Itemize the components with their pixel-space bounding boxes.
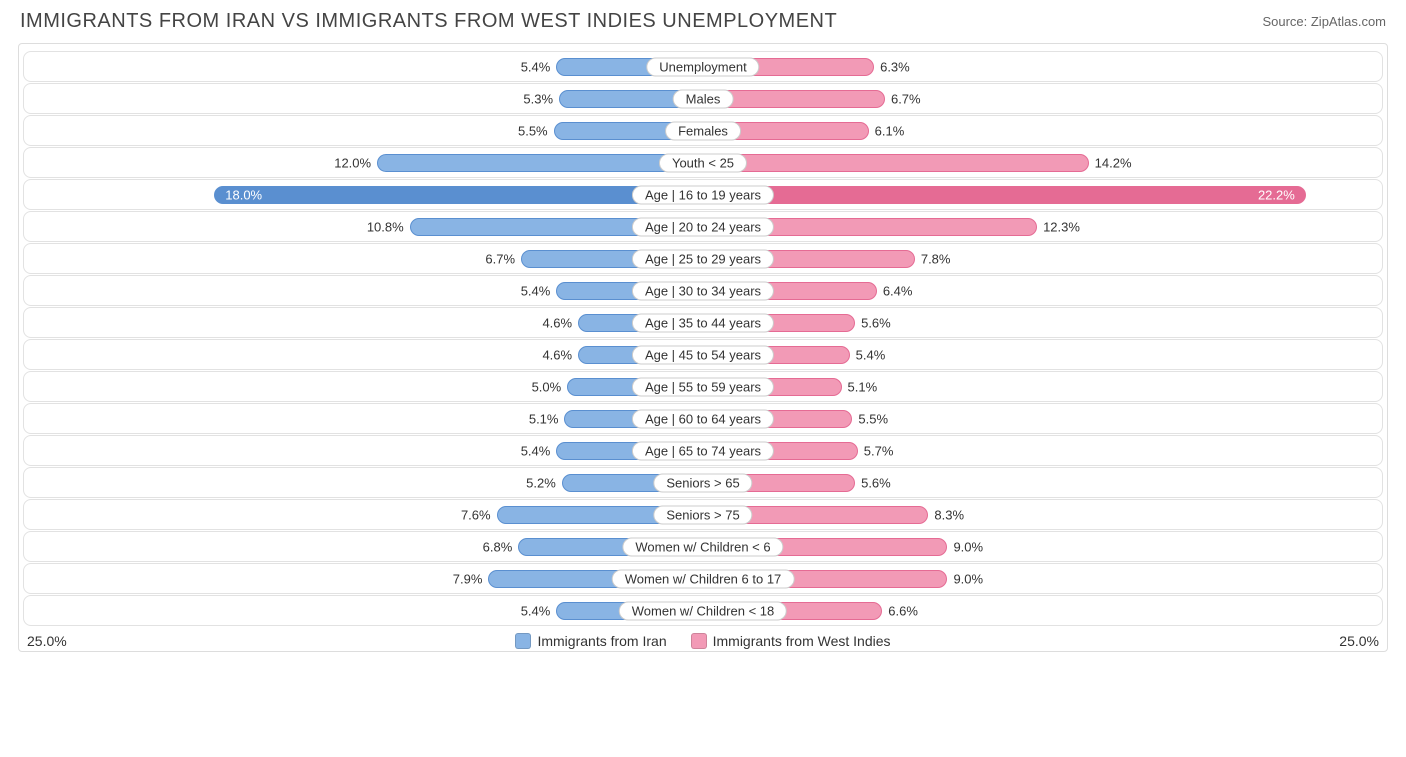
legend-item-westindies: Immigrants from West Indies	[691, 633, 891, 649]
data-row: Age | 60 to 64 years 5.1% 5.5%	[23, 403, 1383, 434]
value-westindies: 9.0%	[953, 539, 983, 554]
chart-footer: 25.0% Immigrants from Iran Immigrants fr…	[19, 627, 1387, 651]
data-row: Seniors > 65 5.2% 5.6%	[23, 467, 1383, 498]
data-row: Women w/ Children 6 to 17 7.9% 9.0%	[23, 563, 1383, 594]
value-westindies: 5.1%	[848, 379, 878, 394]
value-westindies: 7.8%	[921, 251, 951, 266]
value-westindies: 5.5%	[858, 411, 888, 426]
value-westindies: 14.2%	[1095, 155, 1132, 170]
legend-label-westindies: Immigrants from West Indies	[713, 633, 891, 649]
swatch-westindies	[691, 633, 707, 649]
row-category-label: Age | 20 to 24 years	[632, 217, 774, 236]
bar-westindies	[703, 186, 1306, 204]
data-row: Males 5.3% 6.7%	[23, 83, 1383, 114]
row-category-label: Unemployment	[646, 57, 759, 76]
swatch-iran	[515, 633, 531, 649]
row-category-label: Seniors > 65	[653, 473, 752, 492]
value-iran: 5.2%	[526, 475, 556, 490]
row-category-label: Seniors > 75	[653, 505, 752, 524]
row-category-label: Females	[665, 121, 741, 140]
value-iran: 5.5%	[518, 123, 548, 138]
row-category-label: Age | 25 to 29 years	[632, 249, 774, 268]
row-category-label: Age | 65 to 74 years	[632, 441, 774, 460]
value-iran: 5.0%	[532, 379, 562, 394]
value-iran: 10.8%	[367, 219, 404, 234]
value-iran: 7.6%	[461, 507, 491, 522]
value-westindies: 22.2%	[1258, 187, 1295, 202]
data-row: Age | 30 to 34 years 5.4% 6.4%	[23, 275, 1383, 306]
row-category-label: Youth < 25	[659, 153, 747, 172]
value-westindies: 6.4%	[883, 283, 913, 298]
value-iran: 12.0%	[334, 155, 371, 170]
row-category-label: Women w/ Children < 18	[619, 601, 787, 620]
value-iran: 5.4%	[521, 283, 551, 298]
data-row: Youth < 25 12.0% 14.2%	[23, 147, 1383, 178]
row-category-label: Males	[673, 89, 734, 108]
row-category-label: Age | 45 to 54 years	[632, 345, 774, 364]
row-category-label: Age | 60 to 64 years	[632, 409, 774, 428]
value-westindies: 6.3%	[880, 59, 910, 74]
value-westindies: 5.7%	[864, 443, 894, 458]
data-row: Females 5.5% 6.1%	[23, 115, 1383, 146]
row-category-label: Women w/ Children 6 to 17	[612, 569, 795, 588]
row-category-label: Age | 30 to 34 years	[632, 281, 774, 300]
header: IMMIGRANTS FROM IRAN VS IMMIGRANTS FROM …	[18, 8, 1388, 43]
row-category-label: Age | 55 to 59 years	[632, 377, 774, 396]
data-row: Women w/ Children < 18 5.4% 6.6%	[23, 595, 1383, 626]
value-iran: 5.3%	[523, 91, 553, 106]
data-row: Age | 45 to 54 years 4.6% 5.4%	[23, 339, 1383, 370]
value-iran: 4.6%	[542, 315, 572, 330]
legend: Immigrants from Iran Immigrants from Wes…	[515, 633, 890, 649]
value-iran: 7.9%	[453, 571, 483, 586]
data-row: Age | 16 to 19 years 18.0% 22.2%	[23, 179, 1383, 210]
value-westindies: 6.7%	[891, 91, 921, 106]
value-iran: 6.7%	[485, 251, 515, 266]
axis-label-right: 25.0%	[1339, 633, 1379, 649]
chart-title: IMMIGRANTS FROM IRAN VS IMMIGRANTS FROM …	[20, 10, 837, 33]
value-iran: 4.6%	[542, 347, 572, 362]
row-category-label: Age | 16 to 19 years	[632, 185, 774, 204]
data-row: Age | 25 to 29 years 6.7% 7.8%	[23, 243, 1383, 274]
bar-westindies	[703, 154, 1089, 172]
value-westindies: 5.6%	[861, 315, 891, 330]
data-row: Age | 20 to 24 years 10.8% 12.3%	[23, 211, 1383, 242]
source-attribution: Source: ZipAtlas.com	[1262, 14, 1386, 29]
rows-host: Unemployment 5.4% 6.3% Males 5.3% 6.7% Females…	[19, 51, 1387, 626]
value-westindies: 8.3%	[934, 507, 964, 522]
value-westindies: 12.3%	[1043, 219, 1080, 234]
value-iran: 18.0%	[225, 187, 262, 202]
data-row: Age | 35 to 44 years 4.6% 5.6%	[23, 307, 1383, 338]
value-westindies: 5.4%	[856, 347, 886, 362]
data-row: Unemployment 5.4% 6.3%	[23, 51, 1383, 82]
data-row: Age | 55 to 59 years 5.0% 5.1%	[23, 371, 1383, 402]
value-iran: 6.8%	[483, 539, 513, 554]
data-row: Women w/ Children < 6 6.8% 9.0%	[23, 531, 1383, 562]
row-category-label: Age | 35 to 44 years	[632, 313, 774, 332]
value-iran: 5.4%	[521, 59, 551, 74]
bar-iran	[377, 154, 703, 172]
legend-label-iran: Immigrants from Iran	[537, 633, 666, 649]
row-category-label: Women w/ Children < 6	[622, 537, 783, 556]
data-row: Age | 65 to 74 years 5.4% 5.7%	[23, 435, 1383, 466]
chart-area: Unemployment 5.4% 6.3% Males 5.3% 6.7% Females…	[18, 43, 1388, 652]
value-westindies: 6.6%	[888, 603, 918, 618]
value-iran: 5.4%	[521, 603, 551, 618]
value-westindies: 6.1%	[875, 123, 905, 138]
value-iran: 5.4%	[521, 443, 551, 458]
data-row: Seniors > 75 7.6% 8.3%	[23, 499, 1383, 530]
bar-iran	[214, 186, 703, 204]
axis-label-left: 25.0%	[27, 633, 67, 649]
value-iran: 5.1%	[529, 411, 559, 426]
value-westindies: 5.6%	[861, 475, 891, 490]
chart-container: IMMIGRANTS FROM IRAN VS IMMIGRANTS FROM …	[0, 0, 1406, 757]
value-westindies: 9.0%	[953, 571, 983, 586]
legend-item-iran: Immigrants from Iran	[515, 633, 666, 649]
